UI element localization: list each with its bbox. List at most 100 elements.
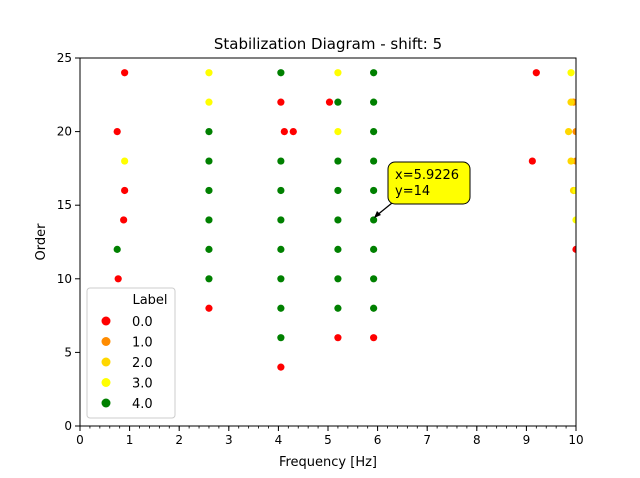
x-tick-label: 7 [423,433,431,447]
data-point [532,69,540,77]
y-axis-label: Order [34,223,49,261]
legend-label: 4.0 [132,397,153,412]
x-tick-label: 4 [275,433,283,447]
data-point [205,245,213,253]
data-point [334,216,342,224]
data-point [334,245,342,253]
data-point [121,157,129,165]
annotation-arrow-head [374,211,381,218]
data-point [370,186,378,195]
legend-label: 0.0 [132,315,153,330]
legend-label: 2.0 [132,356,153,371]
annotation-text-y: y=14 [395,184,430,199]
data-point [277,157,285,165]
data-point [289,128,297,136]
data-point [334,275,342,283]
data-point [120,216,128,224]
data-point [334,334,342,342]
data-point [572,216,576,224]
y-tick-label: 5 [64,345,72,359]
data-point [277,186,285,195]
data-point [114,275,122,283]
data-point [334,69,342,77]
legend-marker [101,398,111,408]
data-point [121,69,129,77]
data-point [572,128,576,136]
data-point [370,157,378,165]
data-point [334,186,342,195]
x-tick-label: 9 [523,433,531,447]
data-point [334,304,342,312]
chart-title: Stabilization Diagram - shift: 5 [214,35,442,53]
x-tick-label: 3 [225,433,233,447]
data-point [205,69,213,77]
x-tick-label: 8 [473,433,481,447]
data-point [370,275,378,283]
x-axis-ticks: 0 1 2 3 4 5 6 7 8 9 10 [76,426,584,447]
annotation-text-x: x=5.9226 [395,168,459,183]
data-point [334,98,342,106]
data-point [205,157,213,165]
y-tick-label: 0 [64,419,72,433]
data-point [370,69,378,77]
annotation-box [387,161,471,205]
data-point [277,69,285,77]
data-point [572,245,576,253]
data-point [370,334,378,342]
data-points [113,69,576,371]
legend-label: 1.0 [132,336,153,351]
x-tick-label: 1 [126,433,134,447]
data-point [564,128,573,136]
legend: Label 0.0 1.0 2.0 3.0 4.0 [86,287,176,419]
legend-marker [101,378,111,387]
data-point [121,186,129,195]
x-tick-label: 5 [324,433,332,447]
x-tick-label: 2 [175,433,183,447]
y-tick-label: 10 [57,272,72,286]
data-point [572,186,576,195]
data-point [205,186,213,195]
y-tick-label: 15 [57,198,72,212]
data-point [567,157,575,165]
data-point [370,304,378,312]
data-point [113,245,121,253]
point-annotation: x=5.9226 y=14 [374,161,471,218]
data-point [325,98,334,106]
legend-marker [101,337,111,346]
data-point [277,216,285,224]
y-tick-label: 25 [57,51,72,65]
legend-label: 3.0 [132,377,153,392]
legend-entries: 0.0 1.0 2.0 3.0 4.0 [101,315,153,412]
x-tick-label: 0 [76,433,84,447]
x-tick-label: 10 [568,433,583,447]
data-point [205,216,213,224]
legend-marker [101,316,111,326]
data-point [567,69,575,77]
data-point [205,128,213,136]
data-point [113,128,121,136]
data-point [277,275,285,283]
data-point [334,157,342,165]
data-point [277,98,285,106]
x-tick-label: 6 [374,433,382,447]
data-point [277,363,285,371]
data-point [205,304,213,312]
data-point [277,245,285,253]
data-point [370,216,378,224]
data-point [370,128,378,136]
legend-marker [101,357,111,367]
data-point [280,128,288,136]
y-axis-ticks: 0 5 10 15 20 25 [57,51,80,433]
data-point [528,157,536,165]
data-point [370,98,378,106]
data-point [205,98,213,106]
x-axis-label: Frequency [Hz] [279,455,377,470]
data-point [205,275,213,283]
data-point [370,245,378,253]
data-point [334,128,342,136]
data-point [277,304,285,312]
data-point [277,334,285,342]
y-tick-label: 20 [57,125,72,139]
legend-title: Label [132,293,167,308]
